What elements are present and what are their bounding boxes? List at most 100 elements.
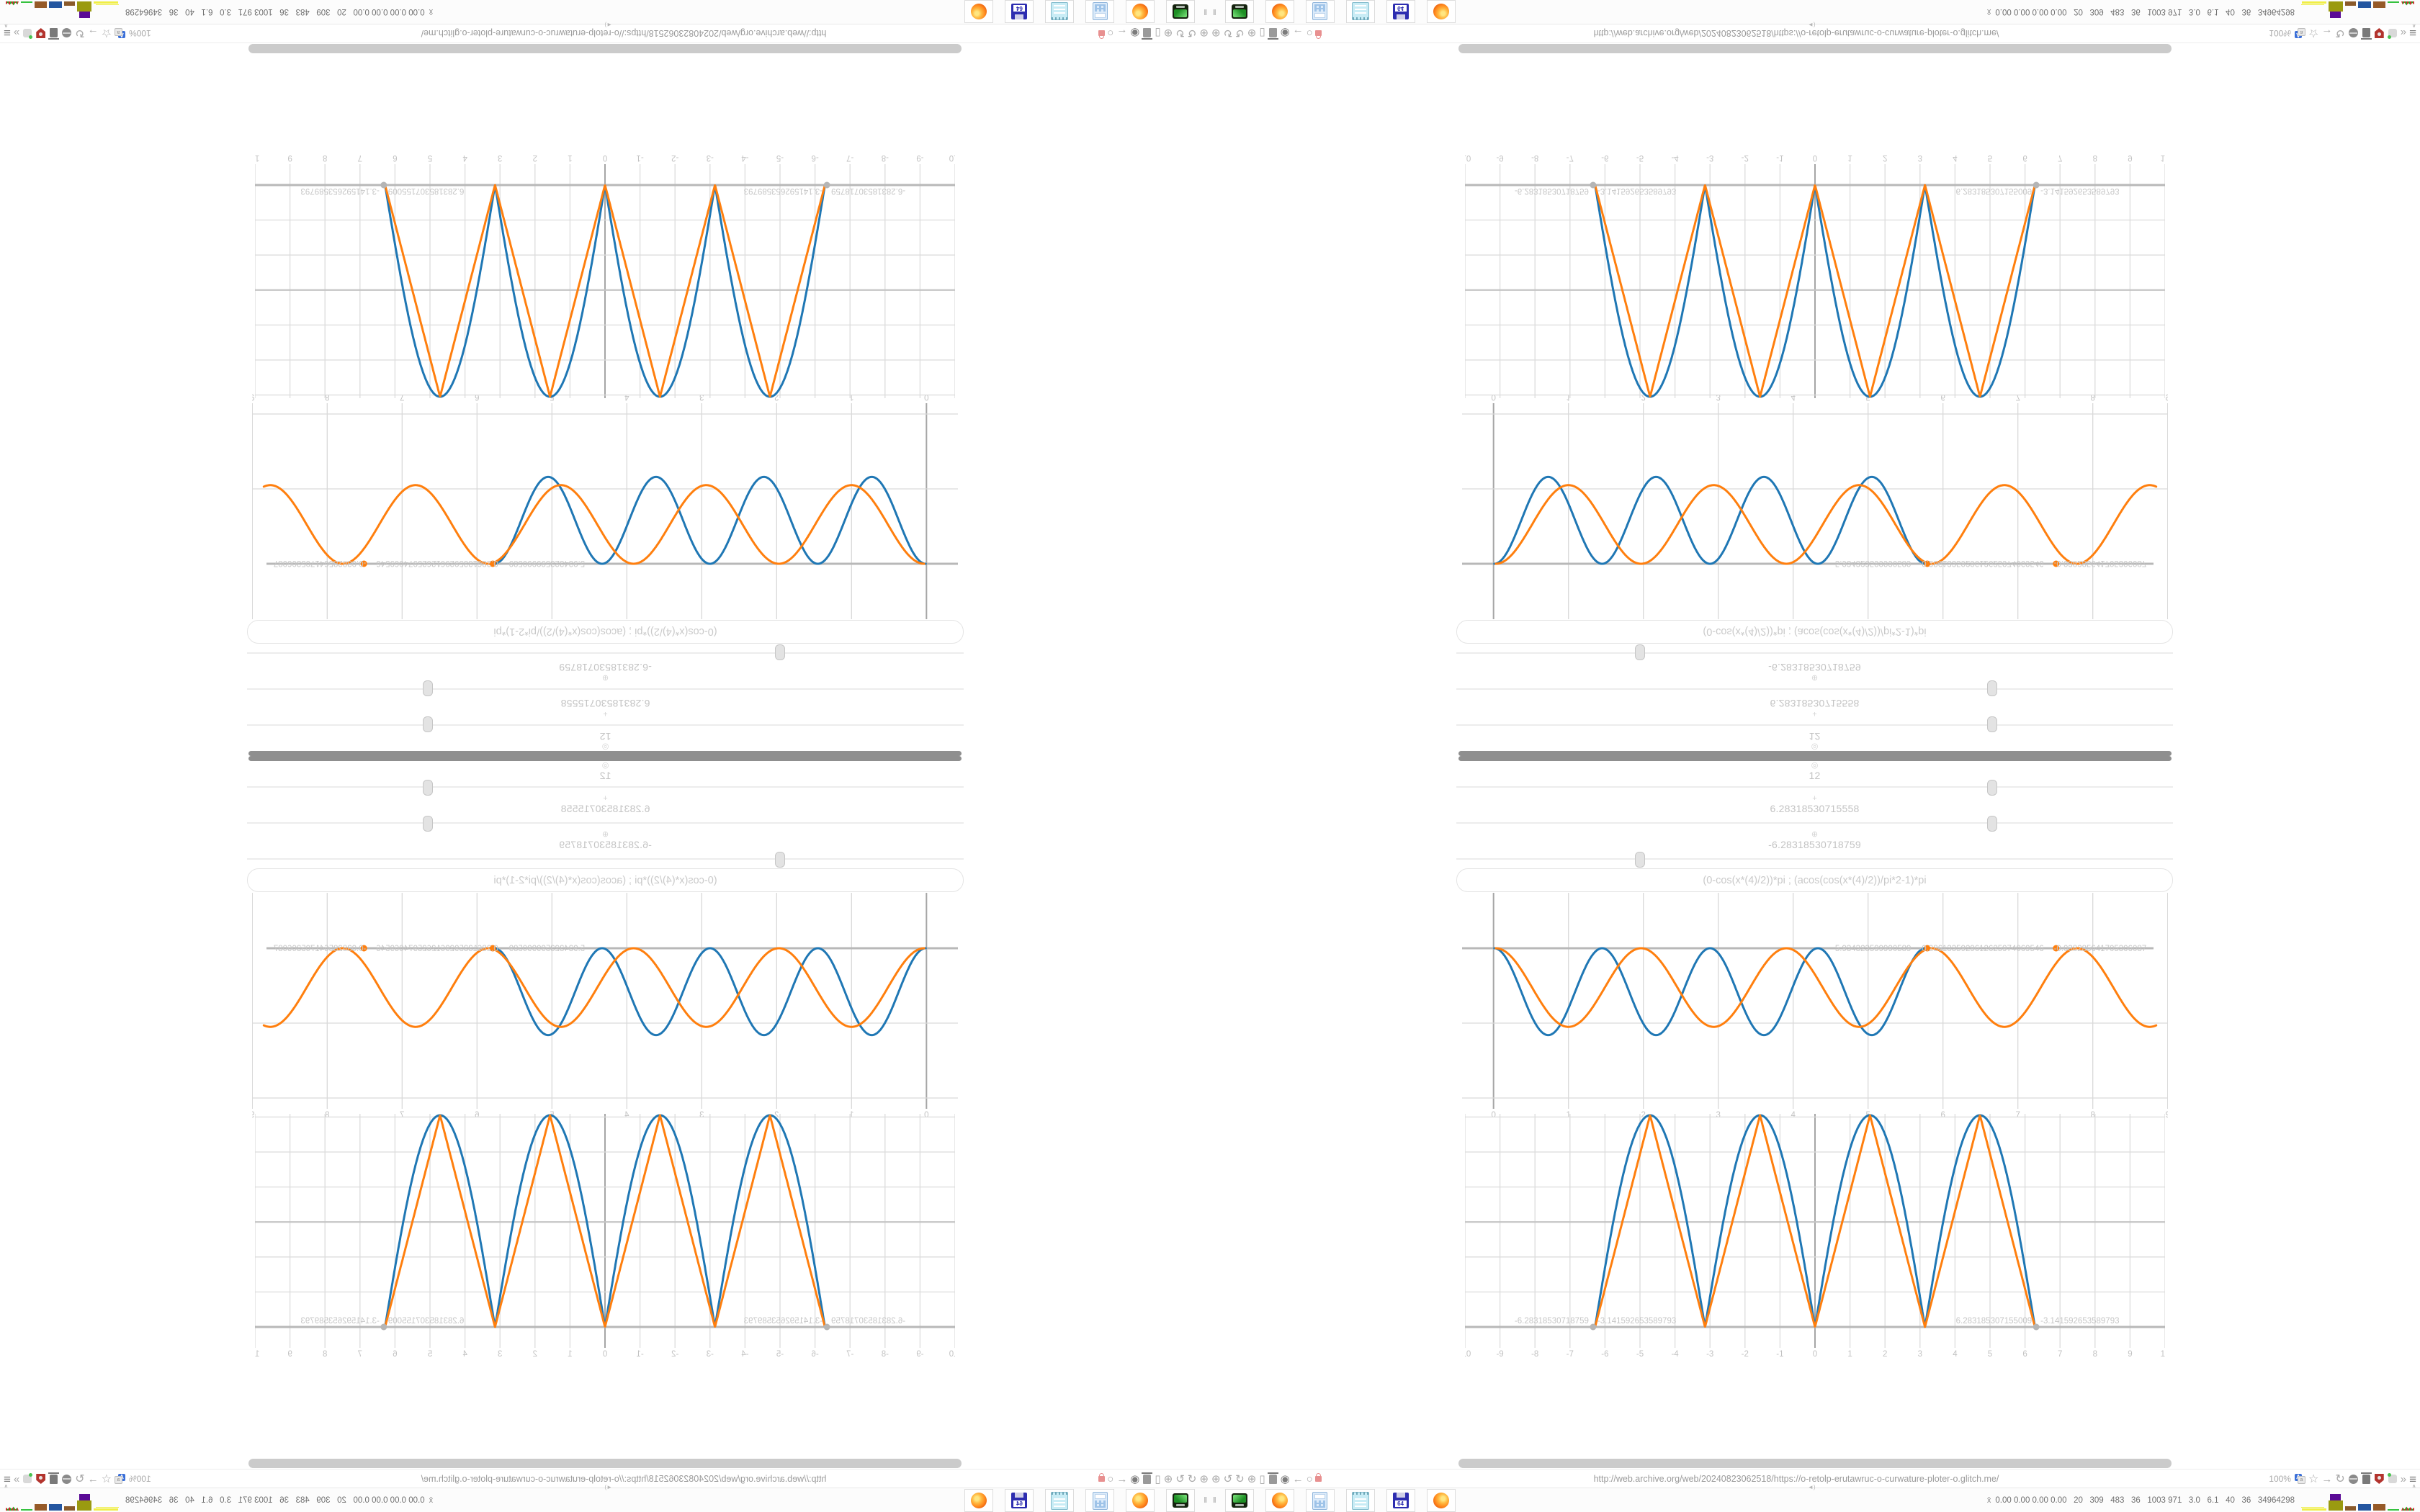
top-scrollbar-thumb[interactable]	[248, 756, 962, 761]
slider-track[interactable]	[1456, 688, 2173, 690]
adblock-shield-icon[interactable]	[2375, 28, 2384, 38]
taskbar-item-calculator[interactable]	[1085, 1489, 1115, 1512]
translate-icon[interactable]: Aa	[115, 1474, 126, 1484]
taskbar-item-floppy[interactable]: 64	[1386, 1489, 1415, 1512]
bookmark-star-icon[interactable]: ☆	[2308, 1472, 2319, 1485]
horizontal-scrollbar-thumb[interactable]	[1458, 1459, 2172, 1468]
horizontal-scrollbar-thumb[interactable]	[248, 1459, 962, 1468]
taskbar-item-notepad[interactable]	[1045, 1489, 1075, 1512]
plot-upper[interactable]: 0 1 2 3 4 5 6 7 8 9 5.934323599990589 -0.2861335929…	[252, 893, 958, 1117]
frame-icon[interactable]: ▯	[1259, 1472, 1265, 1485]
plot-lower[interactable]: -10-9-8-7-6-5-4-3-2-1012345678910-6.2831…	[1465, 150, 2165, 398]
shield-outline-icon[interactable]: ○	[1306, 27, 1313, 40]
bookmark-star-icon[interactable]: ☆	[2308, 27, 2319, 40]
taskbar-item-firefox[interactable]	[1265, 0, 1294, 23]
overflow-chevrons-icon[interactable]: »	[2400, 1472, 2407, 1485]
redo-icon[interactable]: ↻	[1175, 1472, 1185, 1485]
url-field[interactable]: http://web.archive.org/web/2024082306251…	[1593, 28, 1999, 38]
page-icon[interactable]: ⊕	[1211, 27, 1221, 40]
frame-icon[interactable]: ▯	[1259, 27, 1265, 40]
shield-outline-icon[interactable]: ○	[1107, 1472, 1114, 1485]
slider-thumb[interactable]	[1987, 780, 1997, 796]
extension-icon[interactable]	[23, 29, 32, 37]
hamburger-menu-icon[interactable]: ≡	[2409, 1472, 2416, 1486]
frame-icon[interactable]: ▯	[1155, 1472, 1161, 1485]
forward-arrow-icon[interactable]: →	[87, 27, 99, 40]
taskbar-item-calculator[interactable]	[1085, 0, 1115, 23]
speaker-icon[interactable]: ◄)	[1808, 1484, 1816, 1490]
trash-icon[interactable]	[1143, 1474, 1152, 1484]
formula-input[interactable]: (0-cos(x*(4)/2))*pi ; (acos(cos(x*(4)/2)…	[247, 868, 964, 892]
slider-thumb[interactable]	[1987, 716, 1997, 732]
trash-icon[interactable]	[2360, 1472, 2372, 1484]
slider-thumb[interactable]	[775, 644, 785, 660]
undo-icon[interactable]: ↺	[1223, 27, 1233, 40]
url-field[interactable]: http://web.archive.org/web/2024082306251…	[421, 28, 827, 38]
trash-icon[interactable]	[50, 1474, 58, 1484]
taskbar-item-terminal[interactable]	[1224, 0, 1254, 23]
taskbar-item-terminal[interactable]	[1166, 1489, 1196, 1512]
taskbar-item-firefox[interactable]	[964, 0, 994, 23]
back-icon[interactable]: ←	[1116, 27, 1128, 40]
slider-thumb[interactable]	[775, 852, 785, 868]
plot-upper[interactable]: 0 1 2 3 4 5 6 7 8 9 5.934323599990589 -0.2861335929…	[1462, 893, 2168, 1117]
slider-track[interactable]	[247, 652, 964, 654]
taskbar-item-floppy[interactable]: 64	[1386, 0, 1415, 23]
plot-lower[interactable]: -10-9-8-7-6-5-4-3-2-1012345678910-6.2831…	[1465, 1114, 2165, 1362]
extension-icon[interactable]	[2387, 1473, 2397, 1483]
shield-outline-icon[interactable]: ○	[1306, 1472, 1313, 1485]
trash-icon[interactable]	[1267, 1472, 1278, 1484]
trash-icon[interactable]	[1143, 28, 1152, 38]
slider-thumb[interactable]	[423, 716, 433, 732]
slider-track[interactable]	[247, 724, 964, 726]
horizontal-scrollbar-thumb[interactable]	[1458, 44, 2172, 53]
translate-icon[interactable]: Aa	[2294, 1474, 2305, 1484]
slider-track[interactable]	[247, 858, 964, 860]
plot-lower[interactable]: -10-9-8-7-6-5-4-3-2-1012345678910-6.2831…	[255, 1114, 955, 1362]
trash-icon[interactable]	[50, 28, 58, 38]
overflow-chevrons-icon[interactable]: »	[2400, 27, 2407, 40]
slider-track[interactable]	[247, 786, 964, 788]
record-icon[interactable]: ◉	[1280, 27, 1290, 40]
slider-thumb[interactable]	[1635, 852, 1645, 868]
speaker-icon[interactable]: ◄)	[604, 22, 612, 28]
bookmark-star-icon[interactable]: ☆	[101, 1472, 112, 1485]
overflow-chevrons-icon[interactable]: »	[13, 27, 20, 40]
top-scrollbar-thumb[interactable]	[248, 751, 962, 756]
reload-icon[interactable]: ⊕	[1163, 27, 1173, 40]
forward-arrow-icon[interactable]: →	[2321, 1472, 2333, 1485]
forward-arrow-icon[interactable]: →	[2321, 27, 2333, 40]
speaker-icon[interactable]: ◄)	[604, 1484, 612, 1490]
globe-icon[interactable]	[62, 28, 72, 38]
back-icon[interactable]: ←	[1116, 1472, 1128, 1485]
taskbar-item-firefox[interactable]	[1426, 0, 1456, 23]
taskbar-item-firefox[interactable]	[964, 1489, 994, 1512]
broken-lock-icon[interactable]	[1314, 1473, 1322, 1482]
reload-icon[interactable]: ↻	[2335, 1472, 2345, 1485]
reload-icon[interactable]: ↻	[75, 27, 85, 40]
slider-thumb[interactable]	[1635, 644, 1645, 660]
back-icon[interactable]: ←	[1292, 27, 1304, 40]
slider-track[interactable]	[1456, 786, 2173, 788]
overflow-chevrons-icon[interactable]: »	[13, 1472, 20, 1485]
undo-icon[interactable]: ↺	[1187, 27, 1197, 40]
translate-icon[interactable]: Aa	[115, 28, 126, 38]
horizontal-scrollbar-thumb[interactable]	[248, 44, 962, 53]
slider-track[interactable]	[1456, 858, 2173, 860]
formula-input[interactable]: (0-cos(x*(4)/2))*pi ; (acos(cos(x*(4)/2)…	[1456, 868, 2173, 892]
taskbar-item-firefox[interactable]	[1426, 1489, 1456, 1512]
adblock-shield-icon[interactable]	[36, 1474, 45, 1484]
taskbar-item-terminal[interactable]	[1224, 1489, 1254, 1512]
url-field[interactable]: http://web.archive.org/web/2024082306251…	[421, 1474, 827, 1484]
bookmark-star-icon[interactable]: ☆	[101, 27, 112, 40]
page-icon[interactable]: ⊕	[1199, 1472, 1209, 1485]
slider-track[interactable]	[247, 822, 964, 824]
url-field[interactable]: http://web.archive.org/web/2024082306251…	[1593, 1474, 1999, 1484]
plot-upper[interactable]: 0 1 2 3 4 5 6 7 8 9 5.934323599990589 -0.2861335929…	[252, 395, 958, 619]
slider-thumb[interactable]	[423, 680, 433, 696]
formula-input[interactable]: (0-cos(x*(4)/2))*pi ; (acos(cos(x*(4)/2)…	[247, 620, 964, 644]
trash-icon[interactable]	[2362, 28, 2370, 38]
taskbar-item-floppy[interactable]: 64	[1005, 0, 1034, 23]
globe-icon[interactable]	[2348, 1474, 2358, 1484]
redo-icon[interactable]: ↻	[1235, 27, 1245, 40]
